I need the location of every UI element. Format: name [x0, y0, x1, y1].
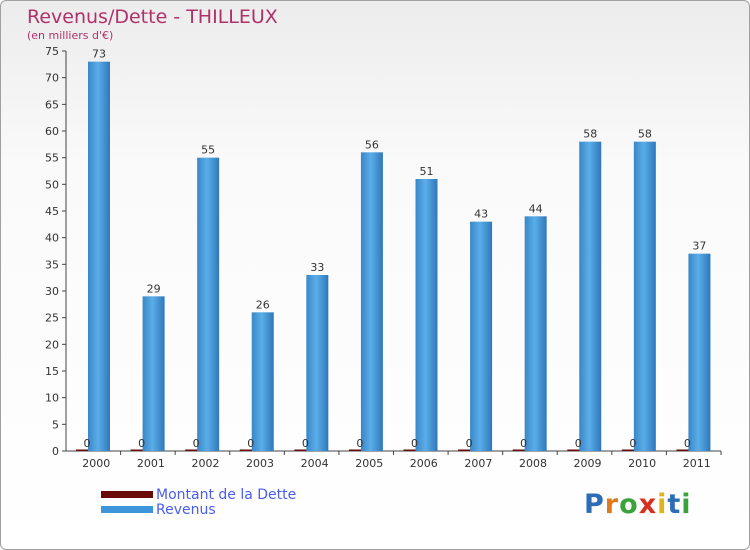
x-tick-label: 2009 [574, 457, 602, 470]
data-label-dette: 0 [302, 437, 309, 450]
data-label-revenus: 73 [92, 48, 106, 61]
data-label-dette: 0 [629, 437, 636, 450]
y-tick-label: 0 [52, 445, 59, 458]
bar-dette [239, 449, 262, 451]
bar-revenus [579, 141, 602, 451]
chart-bars [76, 61, 711, 452]
legend-label-dette: Montant de la Dette [156, 487, 297, 503]
bar-revenus [251, 312, 274, 451]
y-tick-label: 35 [45, 258, 59, 271]
data-label-revenus: 37 [692, 240, 706, 253]
bar-revenus [470, 221, 493, 451]
data-label-dette: 0 [411, 437, 418, 450]
x-tick-label: 2004 [301, 457, 329, 470]
data-label-revenus: 26 [256, 298, 270, 311]
data-label-dette: 0 [356, 437, 363, 450]
y-tick-label: 65 [45, 98, 59, 111]
bar-revenus [197, 157, 220, 451]
bar-dette [348, 449, 371, 451]
bar-revenus [88, 61, 110, 452]
chart-subtitle: (en milliers d'€) [27, 29, 114, 42]
bar-revenus [360, 152, 383, 452]
bar-dette [130, 449, 153, 451]
bar-dette [621, 449, 644, 451]
bar-dette [294, 449, 317, 451]
data-label-revenus: 55 [201, 144, 215, 157]
data-label-dette: 0 [520, 437, 527, 450]
data-label-revenus: 44 [529, 202, 543, 215]
bar-dette [185, 449, 208, 451]
legend-swatch-revenus [101, 506, 153, 513]
legend-label-revenus: Revenus [156, 502, 216, 518]
y-tick-label: 20 [45, 338, 59, 351]
y-tick-label: 70 [45, 72, 59, 85]
chart-title: Revenus/Dette - THILLEUX [27, 6, 278, 28]
y-tick-label: 25 [45, 312, 59, 325]
y-tick-label: 10 [45, 392, 59, 405]
y-tick-label: 15 [45, 365, 59, 378]
bar-revenus [306, 275, 329, 451]
y-tick-label: 30 [45, 285, 59, 298]
data-label-revenus: 58 [583, 128, 597, 141]
chart-labels: 0 73 0 29 0 55 0 26 0 33 0 56 0 51 0 43 0 44 0 58 0 58 0 37 [84, 48, 707, 450]
y-tick-label: 60 [45, 125, 59, 138]
bar-dette [512, 449, 535, 451]
bar-revenus [142, 296, 165, 451]
x-tick-label: 2002 [191, 457, 219, 470]
data-label-revenus: 33 [310, 261, 324, 274]
y-tick-label: 55 [45, 152, 59, 165]
y-tick-label: 45 [45, 205, 59, 218]
bar-dette [567, 449, 590, 451]
data-label-revenus: 58 [638, 128, 652, 141]
x-tick-label: 2003 [246, 457, 274, 470]
bar-revenus [688, 253, 711, 451]
x-tick-label: 2000 [82, 457, 110, 470]
y-tick-label: 5 [52, 418, 59, 431]
y-tick-label: 75 [45, 45, 59, 58]
bar-revenus [415, 179, 438, 451]
y-tick-label: 50 [45, 178, 59, 191]
x-tick-label: 2008 [519, 457, 547, 470]
data-label-dette: 0 [193, 437, 200, 450]
bar-dette [458, 449, 481, 451]
y-tick-label: 40 [45, 232, 59, 245]
data-label-dette: 0 [466, 437, 473, 450]
x-tick-label: 2010 [628, 457, 656, 470]
data-label-revenus: 43 [474, 208, 488, 221]
data-label-dette: 0 [684, 437, 691, 450]
data-label-revenus: 56 [365, 138, 379, 151]
bar-revenus [633, 141, 656, 451]
bar-revenus [524, 216, 547, 451]
data-label-dette: 0 [247, 437, 254, 450]
data-label-revenus: 51 [420, 165, 434, 178]
data-label-revenus: 29 [147, 282, 161, 295]
data-label-dette: 0 [575, 437, 582, 450]
x-tick-label: 2007 [464, 457, 492, 470]
bar-dette [76, 449, 98, 451]
proxiti-logo: Proxiti [584, 489, 692, 520]
x-tick-label: 2001 [137, 457, 165, 470]
data-label-dette: 0 [84, 437, 91, 450]
legend-swatch-dette [101, 491, 153, 498]
bar-dette [403, 449, 426, 451]
x-tick-label: 2006 [410, 457, 438, 470]
x-tick-label: 2005 [355, 457, 383, 470]
bar-dette [676, 449, 699, 451]
x-tick-label: 2011 [683, 457, 711, 470]
data-label-dette: 0 [138, 437, 145, 450]
